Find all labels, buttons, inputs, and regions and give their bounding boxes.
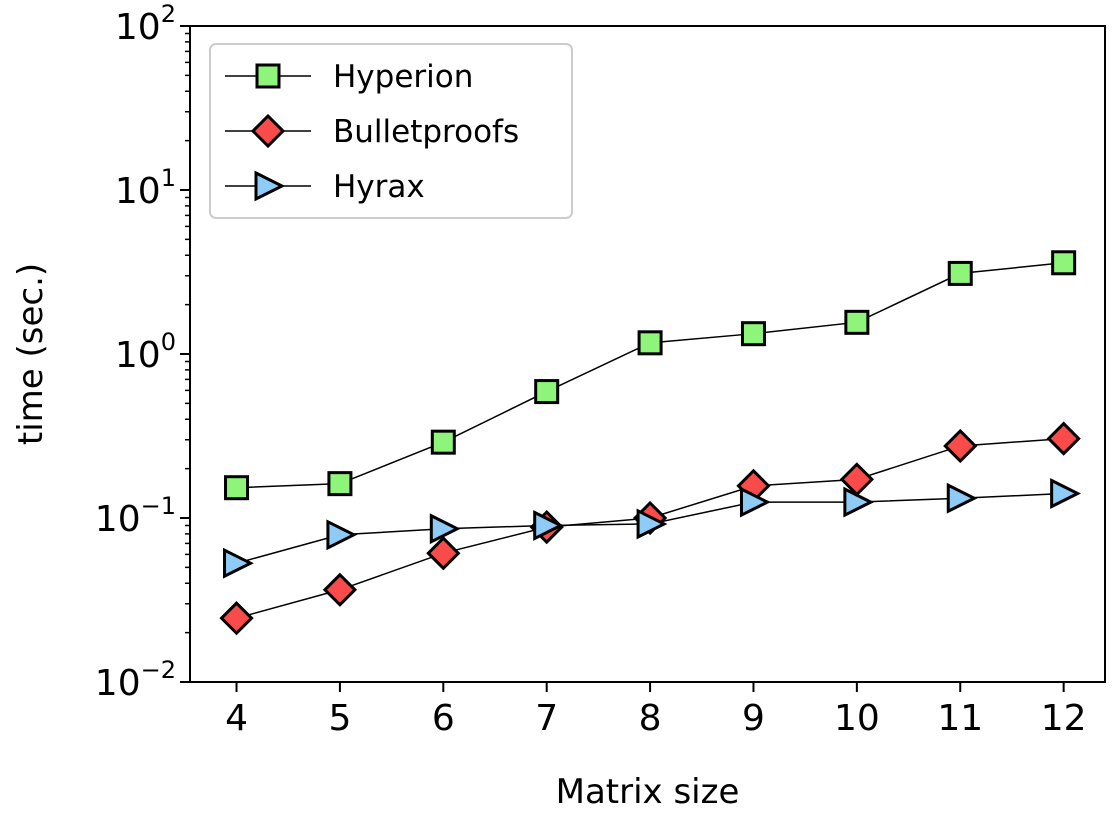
data-point-hyperion — [224, 475, 250, 501]
x-tick-label: 4 — [225, 698, 248, 739]
legend-label-bulletproofs: Bulletproofs — [333, 114, 519, 150]
plot-area-frame — [189, 25, 1106, 683]
legend-marker-hyrax — [254, 170, 286, 202]
data-point-hyrax — [1050, 478, 1081, 509]
data-point-hyperion — [947, 260, 973, 286]
data-point-hyperion — [740, 321, 766, 347]
series-hyrax — [223, 478, 1081, 579]
x-tick-label: 10 — [834, 698, 880, 739]
legend-marker-bulletproofs — [250, 113, 286, 149]
data-point-hyperion — [637, 330, 663, 356]
data-point-bulletproofs — [322, 572, 358, 607]
data-point-hyperion — [430, 429, 456, 455]
data-point-hyrax — [636, 508, 668, 540]
x-tick-label: 8 — [639, 698, 662, 739]
data-point-hyrax — [326, 519, 358, 551]
legend-label-hyperion: Hyperion — [333, 59, 473, 95]
data-point-hyperion — [327, 471, 353, 497]
y-tick-label: 10−1 — [95, 492, 176, 540]
x-tick-label: 12 — [1041, 698, 1087, 739]
y-axis-ticks: 10−2 10−1 100 101 102 — [95, 0, 190, 704]
series-layer — [219, 250, 1081, 636]
legend-box — [209, 43, 573, 219]
x-tick-label: 6 — [432, 698, 455, 739]
y-axis-label: time (sec.) — [11, 263, 51, 445]
data-point-bulletproofs — [426, 536, 461, 571]
data-point-hyperion — [844, 309, 870, 335]
data-point-bulletproofs — [1046, 421, 1081, 456]
x-axis-ticks: 4 5 6 7 8 9 10 11 12 — [225, 682, 1087, 739]
series-hyperion — [224, 250, 1077, 501]
series-line-hyperion — [236, 262, 1064, 489]
x-tick-label: 7 — [535, 698, 558, 739]
data-point-hyrax — [946, 482, 978, 514]
data-point-hyperion — [534, 379, 560, 405]
y-tick-label: 100 — [115, 328, 176, 376]
data-point-hyrax — [843, 486, 875, 518]
data-point-hyrax — [223, 547, 254, 579]
data-point-hyrax — [739, 486, 771, 518]
y-tick-label: 101 — [115, 164, 176, 212]
data-point-bulletproofs — [943, 428, 978, 464]
x-axis-label: Matrix size — [556, 772, 740, 812]
y-tick-label: 10−2 — [95, 656, 176, 704]
legend-label-hyrax: Hyrax — [333, 169, 425, 205]
data-point-hyperion — [1051, 250, 1077, 276]
x-tick-label: 5 — [328, 698, 351, 739]
data-point-hyrax — [429, 513, 461, 545]
legend-marker-hyperion — [255, 63, 281, 89]
x-tick-label: 9 — [742, 698, 765, 739]
x-tick-label: 11 — [937, 698, 983, 739]
legend: Hyperion Bulletproofs Hyrax — [209, 43, 573, 219]
data-point-hyrax — [533, 510, 565, 541]
y-tick-label: 102 — [115, 0, 176, 48]
data-point-bulletproofs — [219, 601, 254, 636]
